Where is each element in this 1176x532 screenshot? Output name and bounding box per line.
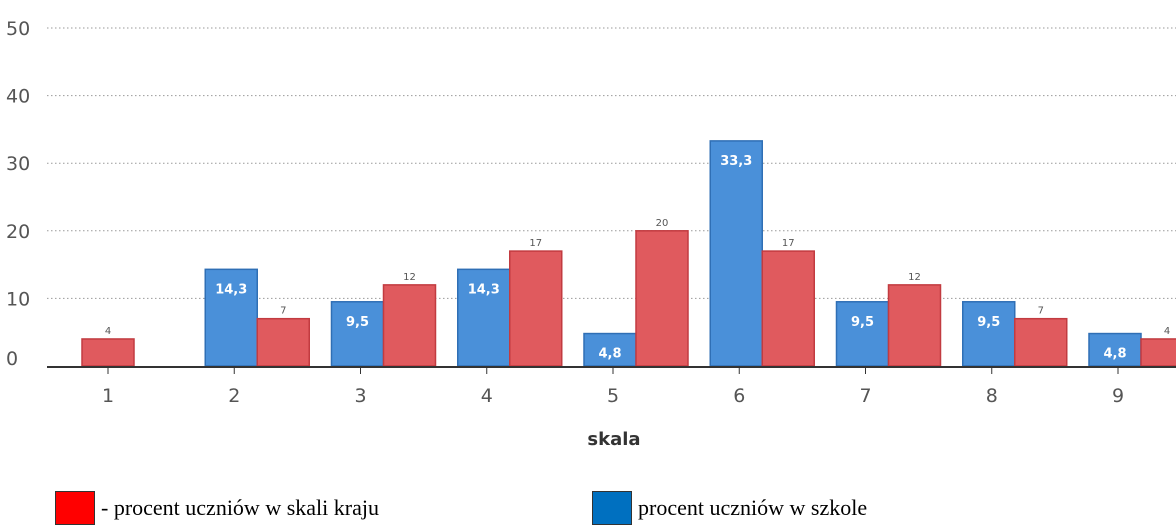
- bar-kraj: [256, 317, 310, 367]
- x-tick-label: 9: [1112, 385, 1124, 407]
- data-label-szkola: 14,3: [215, 282, 247, 297]
- x-tick-label: 5: [607, 385, 619, 407]
- y-tick-label: 50: [6, 18, 30, 40]
- data-label-kraj: 17: [529, 238, 542, 249]
- legend-swatch-szkola: [592, 491, 632, 525]
- data-label-szkola: 9,5: [851, 315, 874, 330]
- data-label-kraj: 12: [908, 272, 921, 283]
- x-tick-label: 4: [481, 385, 493, 407]
- data-label-szkola: 9,5: [977, 315, 1000, 330]
- bar-szkola: [709, 140, 763, 367]
- bar-kraj: [81, 338, 135, 367]
- x-axis-ticks: 1 2 3 4 5 6 7 8 9: [102, 367, 1124, 407]
- bar-szkola: [835, 301, 890, 367]
- y-tick-label: 10: [6, 288, 30, 310]
- x-tick-label: 2: [228, 385, 240, 407]
- legend-label-szkola: procent uczniów w szkole: [638, 495, 868, 520]
- x-axis-label: skala: [587, 429, 640, 450]
- bar-szkola: [204, 268, 258, 367]
- x-tick-label: 1: [102, 385, 114, 407]
- data-label-szkola: 33,3: [720, 154, 752, 169]
- y-tick-label: 20: [6, 221, 30, 243]
- data-label-szkola: 4,8: [1103, 347, 1126, 362]
- x-tick-label: 7: [859, 385, 871, 407]
- bar-kraj: [1140, 338, 1176, 367]
- bars: 4 14,3 7 9,5 12 14,3 17 4,8 20 33,3 17 9,5 12 9,5 7 4,8…: [81, 140, 1176, 367]
- x-tick-label: 6: [733, 385, 745, 407]
- data-label-kraj: 4: [1164, 326, 1170, 337]
- bar-kraj: [509, 250, 563, 367]
- data-label-szkola: 14,3: [468, 282, 500, 297]
- bar-kraj: [382, 284, 437, 367]
- x-tick-label: 8: [986, 385, 998, 407]
- bar-kraj: [1014, 317, 1068, 367]
- bar-szkola: [583, 332, 637, 367]
- bar-szkola: [962, 301, 1016, 367]
- data-label-szkola: 4,8: [598, 347, 621, 362]
- data-label-kraj: 4: [105, 326, 111, 337]
- data-label-kraj: 7: [280, 306, 286, 317]
- legend-label-kraj: - procent uczniów w skali kraju: [101, 495, 379, 520]
- data-label-kraj: 7: [1038, 306, 1044, 317]
- x-tick-label: 3: [354, 385, 366, 407]
- legend-item-kraj: - procent uczniów w skali kraju: [55, 490, 379, 526]
- data-label-szkola: 9,5: [346, 315, 369, 330]
- data-label-kraj: 20: [656, 218, 669, 229]
- bar-kraj: [635, 230, 689, 367]
- data-label-kraj: 17: [782, 238, 795, 249]
- y-tick-label: 40: [6, 86, 30, 108]
- y-tick-label: 0: [6, 348, 18, 370]
- y-axis-ticks: 0 10 20 30 40 50: [6, 18, 30, 370]
- bar-szkola: [330, 301, 385, 367]
- bar-kraj: [887, 284, 942, 367]
- data-label-kraj: 12: [403, 272, 416, 283]
- y-tick-label: 30: [6, 153, 30, 175]
- gridlines: [47, 27, 1176, 299]
- bar-kraj: [761, 250, 815, 367]
- legend-swatch-kraj: [55, 491, 95, 525]
- legend-item-szkola: procent uczniów w szkole: [592, 490, 867, 526]
